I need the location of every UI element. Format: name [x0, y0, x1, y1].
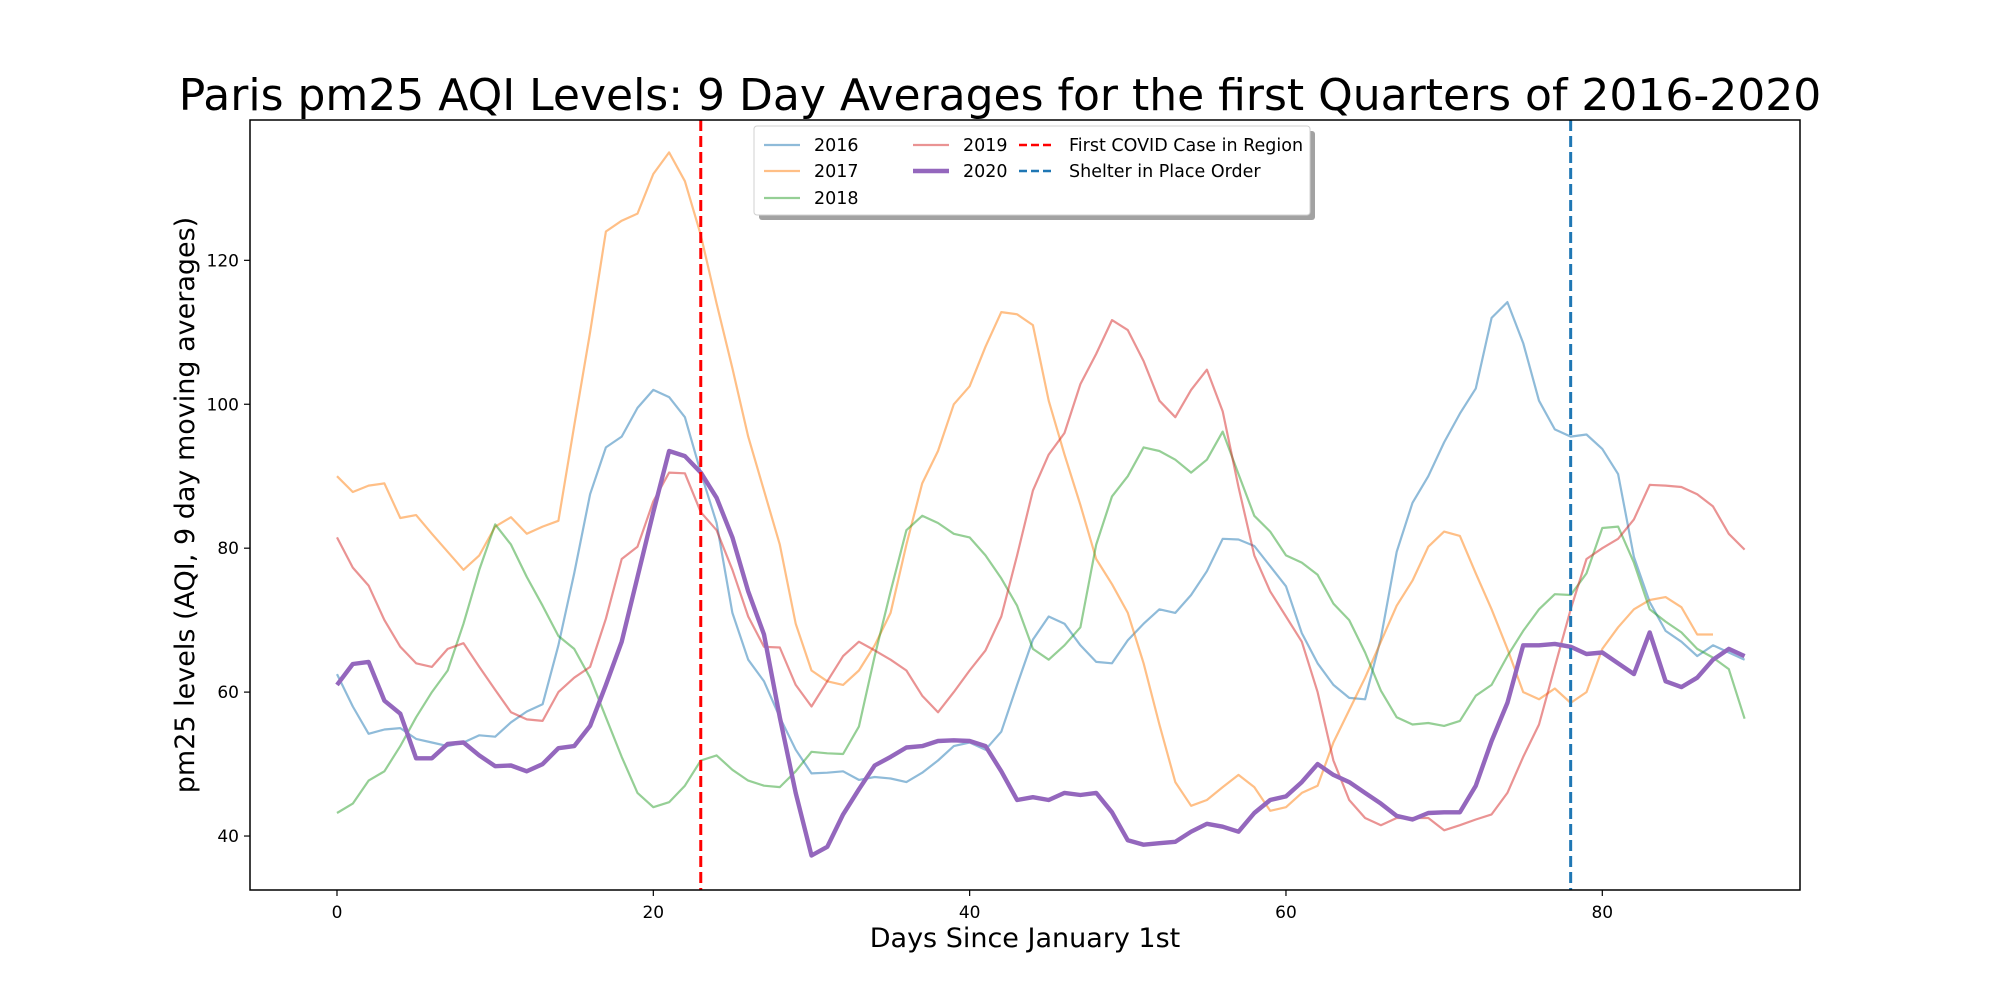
series-line-2019 [336, 319, 1746, 832]
x-tick-label: 80 [1591, 903, 1613, 923]
legend-item-2016-label: 2016 [814, 136, 859, 156]
x-tick-label: 20 [642, 903, 664, 923]
y-tick-label: 80 [217, 539, 239, 559]
legend: 2016 2017 2018 2019 2020 First COVID Case in … [753, 125, 1315, 220]
plot-frame [249, 119, 1801, 891]
series-line-2016 [336, 301, 1746, 784]
legend-item-2019-label: 2019 [963, 136, 1008, 156]
series-line-2017 [336, 151, 1713, 812]
legend-item-2017-label: 2017 [814, 162, 859, 182]
y-axis: 40 60 80 100 120 [207, 251, 250, 847]
x-tick-label: 40 [959, 903, 981, 923]
y-tick-label: 120 [207, 251, 239, 271]
legend-item-2020-label: 2020 [963, 162, 1008, 182]
legend-item-2018-label: 2018 [814, 189, 859, 209]
legend-item-first-covid-label: First COVID Case in Region [1069, 136, 1303, 156]
y-axis-label: pm25 levels (AQI, 9 day moving averages) [170, 217, 201, 793]
x-axis: 0 20 40 60 80 [332, 890, 1613, 923]
chart-title: Paris pm25 AQI Levels: 9 Day Averages fo… [179, 70, 1822, 121]
series-line-2018 [336, 430, 1746, 814]
x-tick-label: 0 [332, 903, 343, 923]
x-axis-label: Days Since January 1st [870, 923, 1181, 954]
y-tick-label: 60 [217, 683, 239, 703]
x-tick-label: 60 [1275, 903, 1297, 923]
plot-area [335, 120, 1746, 890]
y-tick-label: 100 [207, 395, 239, 415]
y-tick-label: 40 [217, 827, 239, 847]
series-line-2020 [335, 448, 1746, 858]
legend-item-shelter-label: Shelter in Place Order [1069, 162, 1261, 182]
